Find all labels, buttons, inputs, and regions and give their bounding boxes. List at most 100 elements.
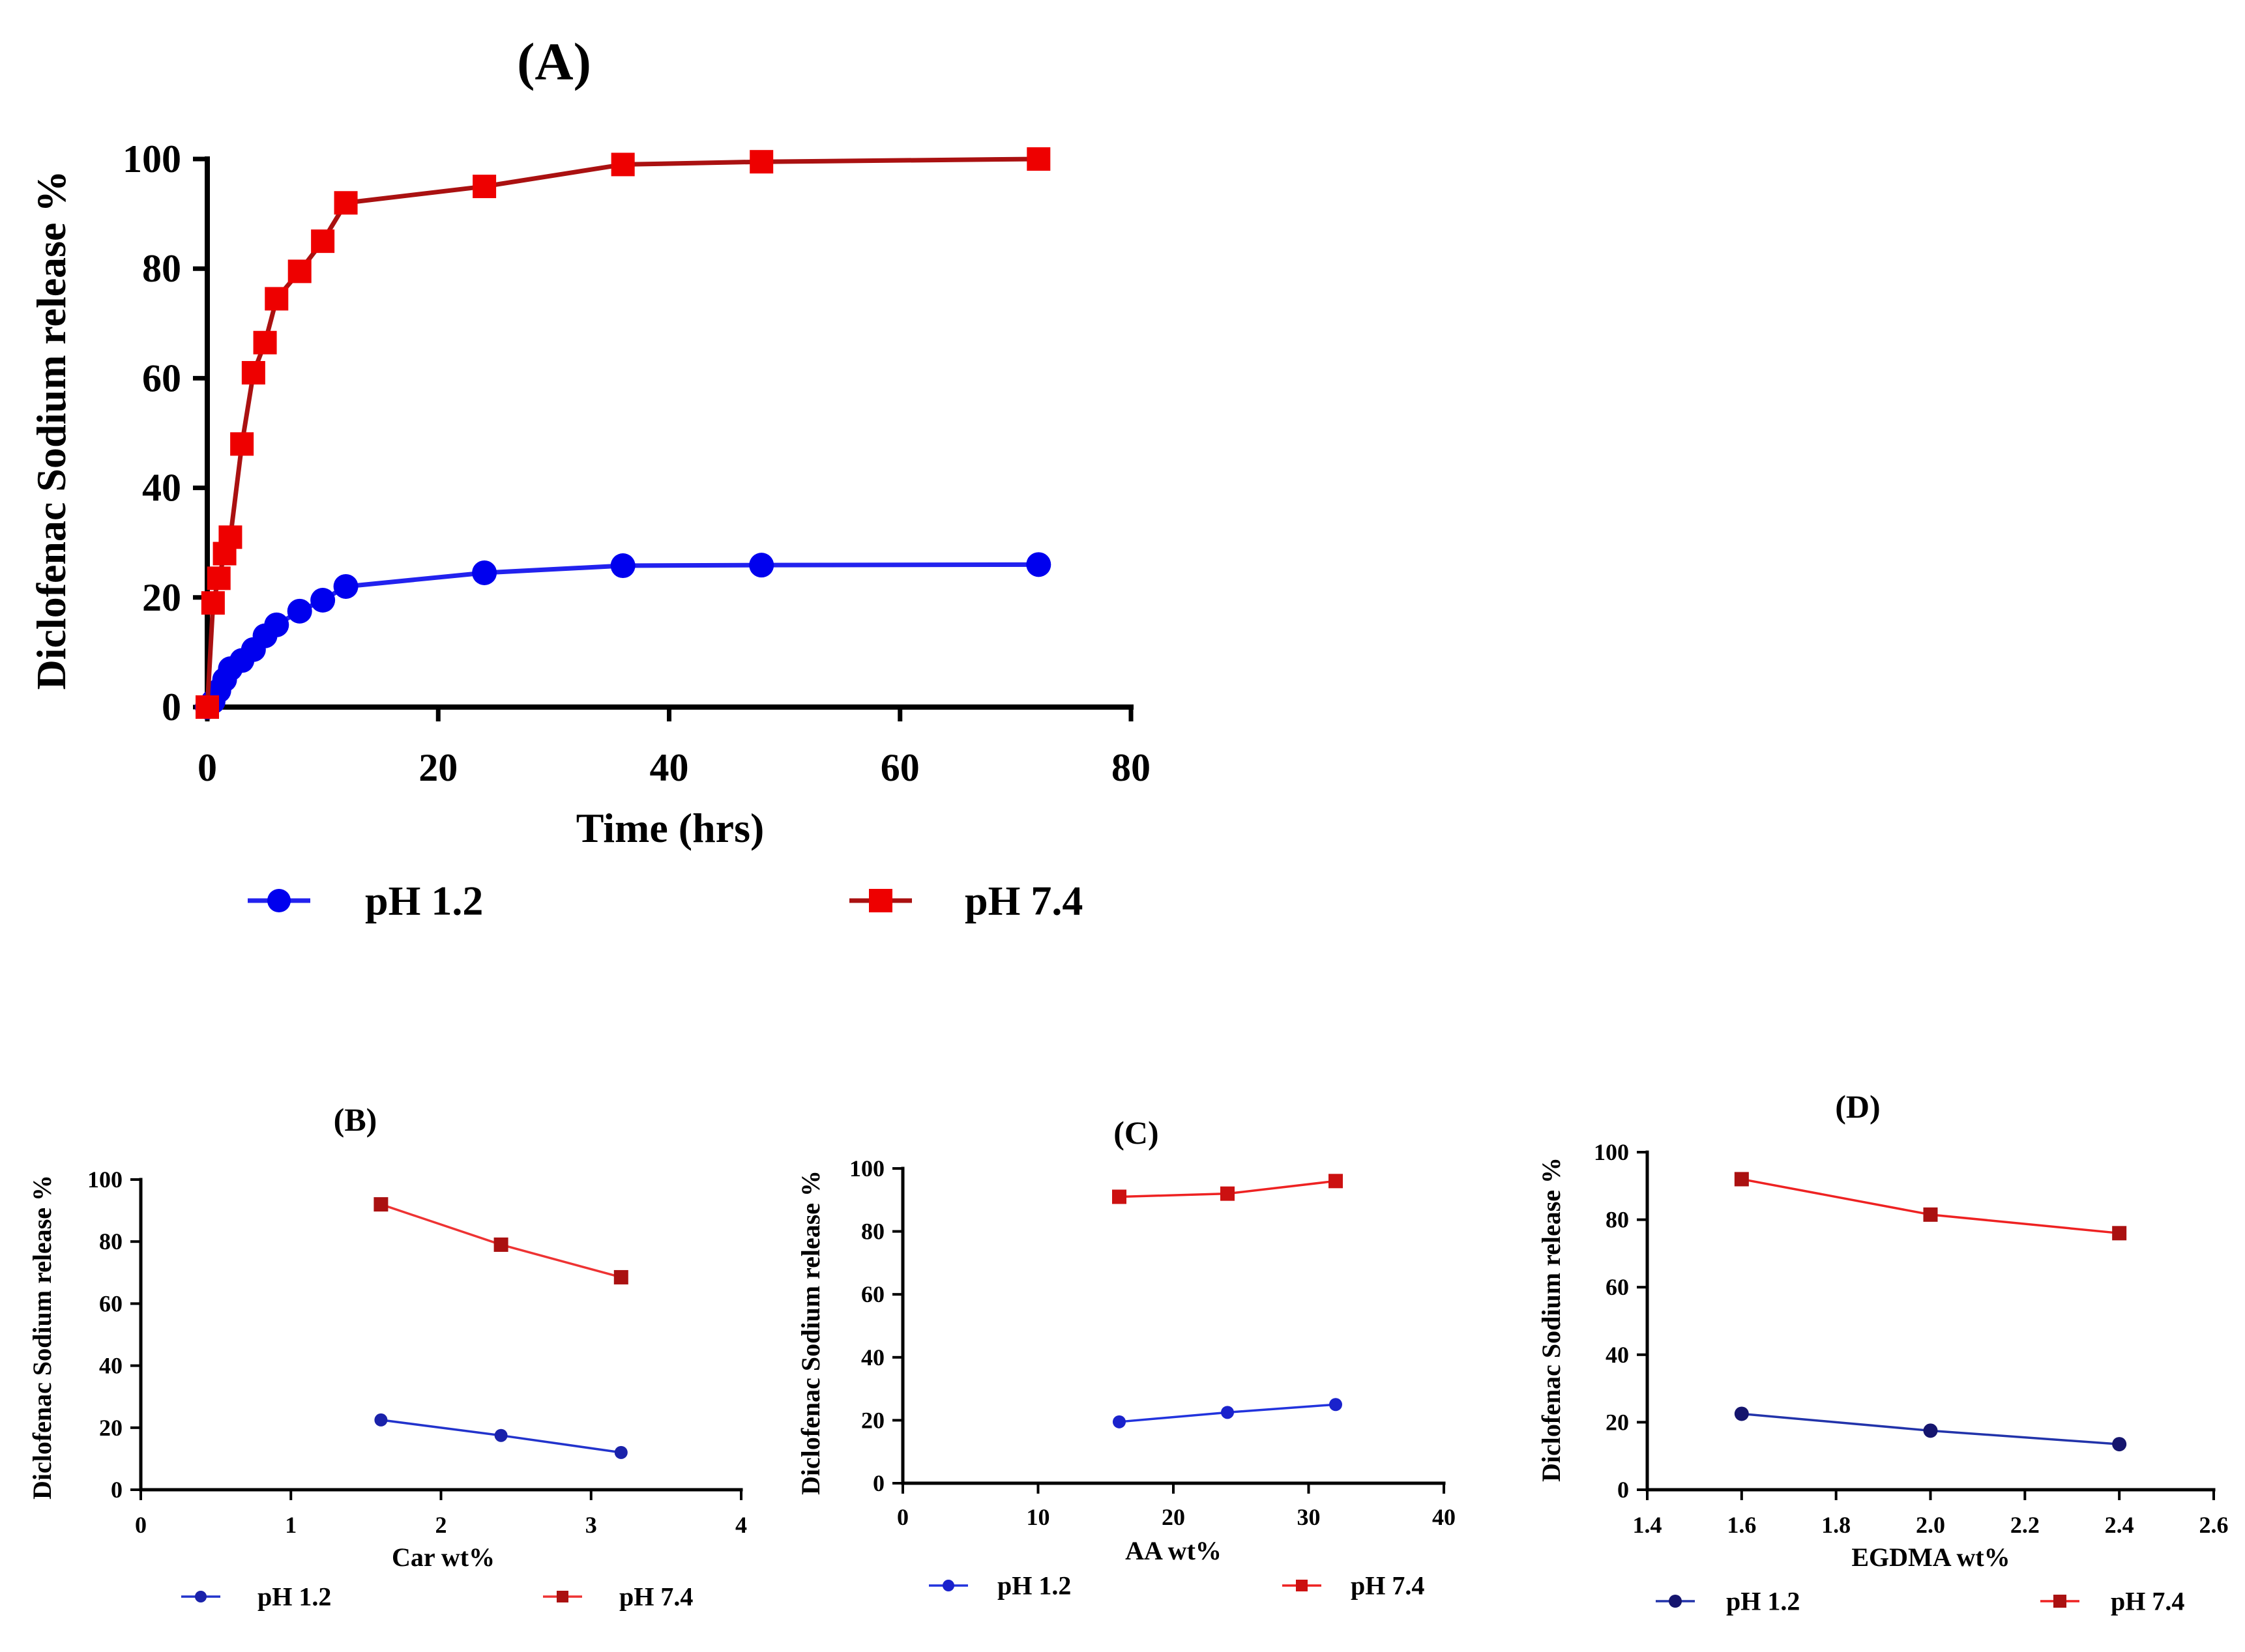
x-tick-label: 2 xyxy=(435,1512,447,1538)
y-tick-label: 0 xyxy=(111,1477,123,1503)
y-tick-label: 60 xyxy=(1606,1274,1629,1300)
data-point xyxy=(473,175,497,199)
legend-marker xyxy=(2053,1595,2066,1608)
series-line xyxy=(205,156,1039,708)
data-point xyxy=(2112,1437,2127,1452)
series-line xyxy=(205,562,1039,709)
x-tick-label: 20 xyxy=(418,746,458,789)
data-point xyxy=(1220,1186,1235,1201)
y-tick-label: 80 xyxy=(142,247,181,290)
x-tick-label: 0 xyxy=(135,1512,147,1538)
series-ph-1-2 xyxy=(195,552,1051,719)
y-tick-label: 40 xyxy=(1606,1342,1629,1368)
x-axis-label: EGDMA wt% xyxy=(1851,1543,2010,1572)
data-point xyxy=(1329,1398,1342,1412)
legend-label: pH 7.4 xyxy=(619,1582,693,1612)
x-tick-label: 2.4 xyxy=(2105,1512,2134,1538)
y-tick-label: 40 xyxy=(142,467,181,510)
legend-item: pH 1.2 xyxy=(929,1571,1071,1601)
x-tick-label: 30 xyxy=(1297,1504,1321,1530)
x-tick-label: 2.0 xyxy=(1916,1512,1945,1538)
data-point xyxy=(611,152,635,177)
legend: pH 1.2 pH 7.4 xyxy=(248,878,1083,924)
legend: pH 1.2 pH 7.4 xyxy=(1656,1587,2184,1616)
x-tick-label: 0 xyxy=(897,1504,909,1530)
series-ph-1-2 xyxy=(1734,1406,2127,1452)
y-axis-label: Diclofenac Sodium release % xyxy=(28,171,74,690)
legend: pH 1.2 pH 7.4 xyxy=(181,1582,693,1612)
y-axis-label: Diclofenac Sodium release % xyxy=(796,1170,825,1495)
legend-item: pH 7.4 xyxy=(543,1582,693,1612)
y-tick-label: 100 xyxy=(1594,1139,1629,1165)
chart-panel-a: (A) 0 20 40 60 80 100 0 20 40 60 80 Time (hrs) Diclof… xyxy=(28,32,1151,924)
data-point xyxy=(750,150,774,174)
data-point xyxy=(1113,1415,1126,1428)
y-tick-label: 20 xyxy=(1606,1409,1629,1435)
data-point xyxy=(610,553,636,579)
x-axis-label: Car wt% xyxy=(392,1543,495,1572)
data-point xyxy=(201,591,225,615)
chart-panel-b: (B) 0 20 40 60 80 100 0 1 2 3 4 Car wt% Diclofenac So… xyxy=(27,1101,747,1612)
legend-item: pH 1.2 xyxy=(181,1582,331,1612)
data-point xyxy=(333,573,359,599)
data-point xyxy=(472,560,497,585)
x-tick-label: 1.8 xyxy=(1821,1512,1851,1538)
data-point xyxy=(749,553,774,578)
y-tick-label: 100 xyxy=(849,1155,885,1181)
data-point xyxy=(264,612,289,637)
x-tick-label: 2.2 xyxy=(2010,1512,2040,1538)
x-tick-label: 20 xyxy=(1162,1504,1185,1530)
data-point xyxy=(241,360,265,384)
x-tick-label: 2.6 xyxy=(2199,1512,2229,1538)
y-tick-label: 0 xyxy=(1617,1477,1629,1503)
legend-item: pH 7.4 xyxy=(1282,1571,1424,1601)
data-point xyxy=(1328,1174,1343,1189)
x-tick-label: 60 xyxy=(881,746,920,789)
chart-title: (D) xyxy=(1835,1088,1880,1125)
legend-marker xyxy=(1296,1580,1308,1591)
data-point xyxy=(1923,1423,1938,1438)
x-tick-label: 40 xyxy=(650,746,689,789)
x-tick-label: 1 xyxy=(285,1512,297,1538)
legend-marker xyxy=(1669,1595,1682,1608)
x-tick-label: 4 xyxy=(735,1512,747,1538)
data-point xyxy=(493,1237,508,1252)
data-point xyxy=(230,432,254,456)
data-point xyxy=(1734,1406,1749,1421)
legend: pH 1.2 pH 7.4 xyxy=(929,1571,1424,1601)
y-axis-label: Diclofenac Sodium release % xyxy=(27,1175,57,1500)
legend-item: pH 1.2 xyxy=(1656,1587,1800,1616)
legend-item: pH 7.4 xyxy=(849,878,1083,924)
legend-label: pH 7.4 xyxy=(965,878,1083,924)
y-tick-label: 80 xyxy=(99,1228,123,1254)
y-tick-label: 100 xyxy=(123,138,181,181)
legend-label: pH 7.4 xyxy=(2111,1587,2184,1616)
data-point xyxy=(374,1413,388,1427)
y-tick-label: 40 xyxy=(99,1353,123,1379)
series-ph-7-4 xyxy=(1734,1172,2127,1241)
x-tick-label: 40 xyxy=(1432,1504,1456,1530)
data-point xyxy=(310,588,336,613)
data-point xyxy=(253,330,277,355)
series-ph-7-4 xyxy=(1112,1174,1343,1204)
x-axis-label: Time (hrs) xyxy=(576,805,765,851)
data-point xyxy=(196,695,219,719)
legend-marker xyxy=(195,1591,207,1602)
series-ph-7-4 xyxy=(374,1197,628,1284)
series-ph-1-2 xyxy=(1113,1398,1342,1428)
data-point xyxy=(1923,1207,1938,1222)
data-point xyxy=(614,1445,628,1459)
legend-item: pH 7.4 xyxy=(2040,1587,2184,1616)
x-tick-label: 3 xyxy=(585,1512,597,1538)
data-point xyxy=(2112,1226,2127,1241)
data-point xyxy=(1221,1406,1234,1419)
data-point xyxy=(218,525,242,549)
y-tick-label: 80 xyxy=(1606,1207,1629,1233)
data-point xyxy=(207,566,231,590)
x-tick-label: 0 xyxy=(198,746,217,789)
data-point xyxy=(1026,552,1051,577)
legend-marker xyxy=(557,1591,568,1602)
chart-title: (C) xyxy=(1113,1114,1158,1151)
y-tick-label: 60 xyxy=(99,1290,123,1316)
chart-panel-c: (C) 0 20 40 60 80 100 0 10 20 30 40 AA wt% Diclofenac… xyxy=(796,1114,1456,1601)
